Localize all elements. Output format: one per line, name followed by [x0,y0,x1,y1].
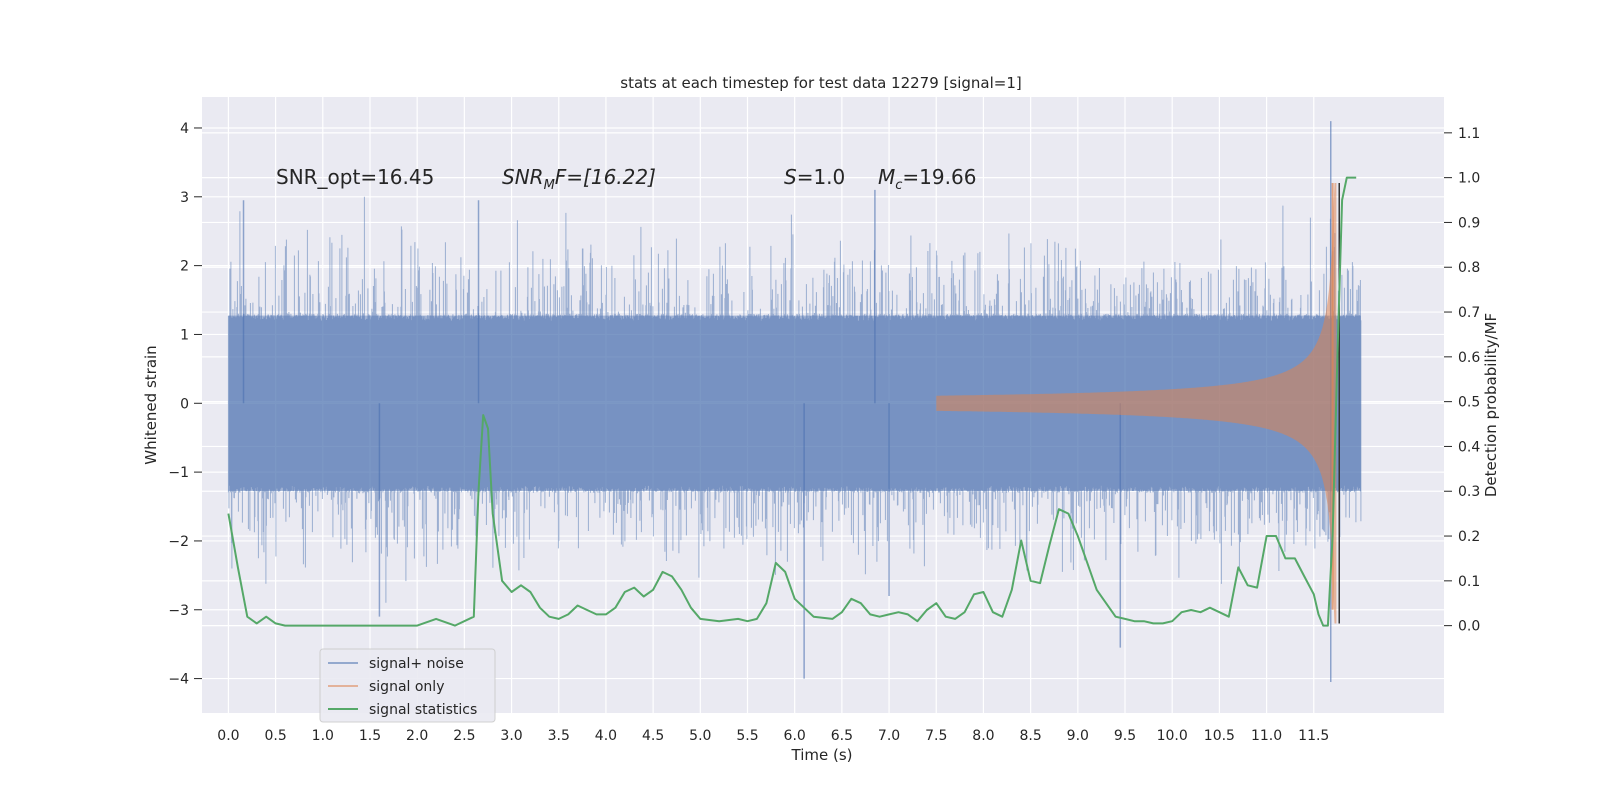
x-tick-label: 9.5 [1114,728,1136,744]
x-tick-label: 4.0 [595,728,617,744]
snr-mf-rest: F=[16.22] [555,165,656,189]
x-tick-label: 8.0 [972,728,994,744]
y2-axis-label: Detection probability/MF [1482,313,1500,497]
y-tick-label: 4 [180,121,189,137]
x-tick-label: 0.0 [217,728,239,744]
x-tick-label: 3.5 [548,728,570,744]
y-tick-label: −3 [168,603,189,619]
x-tick-label: 8.5 [1019,728,1041,744]
annotation-s: S=1.0 [784,165,845,189]
y2-tick-label: 1.0 [1458,171,1480,187]
x-tick-label: 7.0 [878,728,900,744]
y2-tick-label: 0.1 [1458,574,1480,590]
x-tick-label: 1.5 [359,728,381,744]
tick-labels: 0.0 0.5 1.0 1.5 2.0 2.5 3.0 3.5 4.0 4.5 5.0 5.5 6.0 6… [168,121,1480,744]
s-base: S [784,165,797,189]
x-tick-label: 11.5 [1298,728,1329,744]
annotation-snr-mf: SNRMF=[16.22] [502,165,656,193]
x-tick-label: 2.5 [453,728,475,744]
annotation-mc: Mc=19.66 [878,165,976,193]
y2-tick-label: 0.7 [1458,305,1480,321]
x-tick-label: 5.0 [689,728,711,744]
y2-tick-label: 0.6 [1458,350,1480,366]
x-tick-label: 2.0 [406,728,428,744]
y2-tick-label: 1.1 [1458,126,1480,142]
x-tick-label: 6.0 [784,728,806,744]
x-tick-label: 10.5 [1204,728,1235,744]
y-tick-label: 1 [180,327,189,343]
x-tick-label: 6.5 [831,728,853,744]
x-tick-label: 0.5 [264,728,286,744]
y-tick-label: −4 [168,672,189,688]
x-tick-label: 9.0 [1067,728,1089,744]
y2-tick-label: 0.0 [1458,619,1480,635]
signal-envelope [936,183,1337,624]
x-tick-label: 7.5 [925,728,947,744]
y2-tick-label: 0.8 [1458,260,1480,276]
legend: signal+ noise signal only signal statist… [319,648,496,723]
x-tick-label: 1.0 [312,728,334,744]
legend-box [319,648,496,723]
snr-mf-sub: M [544,178,555,193]
mc-rest: =19.66 [902,165,976,189]
y2-tick-label: 0.4 [1458,439,1480,455]
y-tick-label: 0 [180,396,189,412]
y2-tick-label: 0.2 [1458,529,1480,545]
s-rest: =1.0 [797,165,846,189]
x-tick-label: 10.0 [1157,728,1188,744]
chart-title: stats at each timestep for test data 122… [620,74,1021,92]
legend-label-signal: signal only [369,679,444,695]
x-tick-label: 3.0 [500,728,522,744]
mc-sub: c [895,178,902,193]
y2-tick-label: 0.3 [1458,484,1480,500]
signal-statistics-series [227,176,1357,627]
y-axis-label: Whitened strain [142,345,160,464]
annotation-snr-opt: SNR_opt=16.45 [276,165,434,189]
snr-mf-base: SNR [502,165,544,189]
mc-base: M [878,165,895,189]
x-tick-label: 4.5 [642,728,664,744]
x-tick-label: 5.5 [736,728,758,744]
y-tick-label: 3 [180,190,189,206]
signal-statistics-line [227,176,1357,627]
y-tick-label: 2 [180,259,189,275]
y2-tick-label: 0.9 [1458,215,1480,231]
y-tick-label: −1 [168,465,189,481]
legend-label-noise: signal+ noise [369,656,464,672]
x-tick-label: 11.0 [1251,728,1282,744]
legend-label-stats: signal statistics [369,702,477,718]
y2-tick-label: 0.5 [1458,395,1480,411]
y-tick-label: −2 [168,534,189,550]
x-axis-label: Time (s) [791,746,853,764]
